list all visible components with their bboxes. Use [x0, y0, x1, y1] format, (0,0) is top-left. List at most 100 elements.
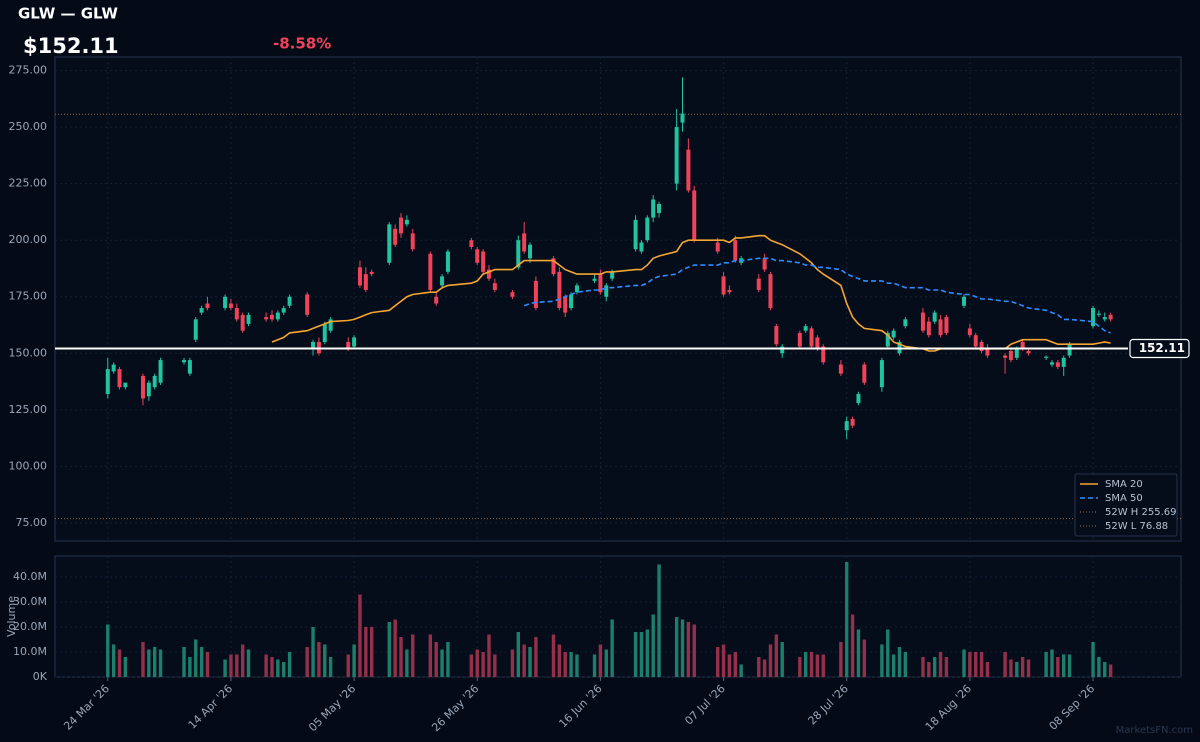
candle-body [399, 217, 404, 234]
candle-body [1049, 362, 1054, 365]
volume-bar [891, 654, 896, 677]
volume-bar [1003, 652, 1007, 677]
candle-body [692, 190, 697, 241]
price-panel [54, 56, 1182, 542]
volume-bar [475, 649, 479, 677]
volume-bars [106, 562, 1113, 677]
y-axis-label: Volume [5, 596, 18, 637]
volume-bar [194, 639, 198, 677]
volume-bar [968, 652, 972, 677]
volume-bar [1062, 654, 1066, 677]
candle-body [885, 332, 890, 347]
candle-body [158, 360, 163, 383]
volume-bar [311, 627, 315, 677]
volume-bar [446, 642, 450, 677]
candle-body [146, 382, 151, 397]
volume-bar [557, 644, 562, 677]
volume-bar [845, 562, 849, 677]
volume-bar [674, 617, 679, 677]
candle-body [434, 296, 439, 304]
candle-body [187, 360, 192, 374]
volume-bar [727, 654, 732, 677]
candle-body [715, 242, 720, 252]
volume-bar [240, 644, 245, 677]
candle-body [639, 242, 644, 252]
candle-body [838, 364, 843, 374]
candle-body [363, 274, 368, 290]
candle-body [891, 330, 896, 338]
volume-bar [733, 652, 737, 677]
candle-body [733, 240, 738, 261]
candle-body [111, 364, 116, 372]
last-price-label: 152.11 [1139, 341, 1185, 355]
volume-bar [839, 642, 843, 677]
volume-bar [979, 652, 984, 677]
current-price: $152.11 [23, 34, 119, 58]
candle-body [592, 278, 597, 281]
volume-bar [645, 629, 650, 677]
volume-bar [657, 564, 661, 677]
candle-body [604, 285, 609, 297]
legend-label: SMA 20 [1105, 479, 1143, 490]
volume-bar [516, 632, 521, 677]
volume-bar [428, 634, 433, 677]
volume-bar [264, 654, 268, 677]
candle-body [486, 269, 491, 279]
candle-body [674, 127, 679, 184]
volume-bar [305, 647, 309, 677]
candle-body [410, 233, 415, 250]
volume-bar [188, 657, 192, 677]
candle-body [762, 258, 767, 270]
candle-body [481, 251, 486, 272]
candle-body [569, 294, 574, 309]
volume-bar [798, 657, 802, 677]
legend-box [1074, 473, 1178, 537]
volume-bar [856, 629, 861, 677]
candle-body [287, 296, 292, 306]
candle-body [275, 312, 280, 320]
volume-bar [493, 654, 497, 677]
volume-bar [123, 657, 128, 677]
volume-bar [610, 619, 614, 677]
y-tick-label: 10.0M [13, 645, 47, 658]
candle-body [264, 317, 269, 320]
candle-body [533, 280, 538, 309]
volume-bar [921, 657, 925, 677]
candle-body [645, 217, 650, 241]
volume-bar [639, 632, 644, 677]
candle-body [445, 251, 450, 272]
volume-bar [1050, 649, 1054, 677]
candle-body [944, 317, 949, 333]
candle-body [1102, 317, 1107, 320]
candle-body [938, 319, 943, 336]
y-tick-label: 75.00 [16, 516, 48, 529]
volume-bar [1067, 654, 1072, 677]
candle-body [1003, 355, 1008, 358]
candle-body [657, 204, 662, 214]
volume-bar [974, 652, 978, 677]
candle-body [686, 149, 691, 191]
candle-body [152, 375, 157, 388]
y-tick-label: 250.00 [9, 120, 48, 133]
candle-body [469, 240, 474, 247]
volume-bar [182, 647, 186, 677]
y-tick-label: 225.00 [9, 177, 48, 190]
volume-panel [54, 555, 1182, 678]
volume-bar [411, 634, 415, 677]
candle-body [1108, 314, 1113, 320]
candle-body [1044, 356, 1049, 358]
candle-body [721, 276, 726, 295]
volume-bar [510, 649, 515, 677]
volume-bar [985, 662, 990, 677]
volume-bar [932, 657, 937, 677]
y-tick-label: 275.00 [9, 64, 48, 77]
legend-label: 52W H 255.69 [1105, 507, 1176, 518]
volume-bar [328, 657, 333, 677]
candle-body [182, 360, 187, 363]
page-title: GLW — GLW [18, 5, 118, 23]
volume-bar [927, 662, 931, 677]
volume-bar [282, 662, 286, 677]
watermark: MarketsFN.com [1116, 725, 1193, 736]
volume-bar [481, 652, 485, 677]
candle-body [352, 337, 357, 347]
